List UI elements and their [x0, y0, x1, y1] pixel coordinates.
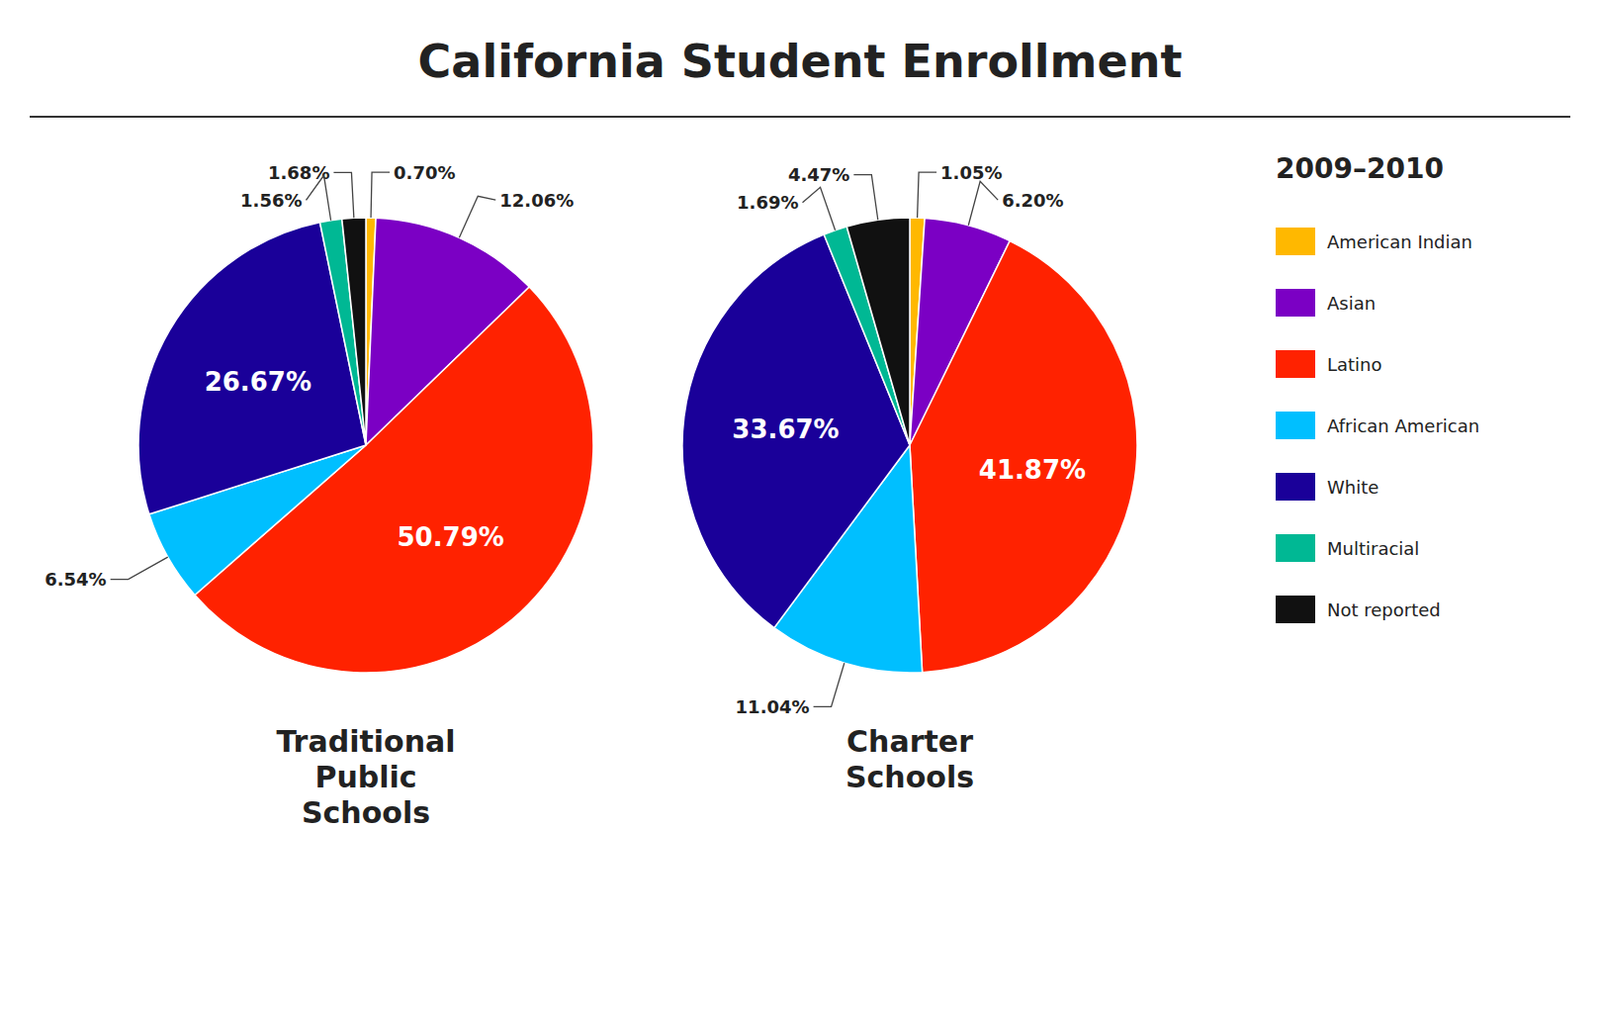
data-label: 1.05%	[940, 162, 1002, 183]
pie-label: TraditionalPublicSchools	[275, 723, 455, 830]
legend-label: White	[1327, 476, 1379, 498]
pie-slice	[909, 240, 1138, 672]
data-label: 6.20%	[1001, 189, 1064, 211]
pie-label-line: Schools	[845, 759, 975, 795]
subtitle: 2009–2010	[1275, 152, 1444, 185]
legend-label: Multiracial	[1327, 537, 1420, 559]
title: California Student Enrollment	[418, 34, 1183, 89]
chart: California Student Enrollment 50.79% 26.67…	[0, 0, 1600, 1013]
pie-slice	[342, 217, 366, 445]
pie	[682, 217, 1138, 673]
pie-label-line: Public	[314, 759, 417, 795]
leader-line	[853, 175, 878, 221]
leader-line	[968, 180, 998, 225]
leader-line	[802, 186, 836, 230]
data-label: 0.70%	[393, 162, 455, 183]
data-label: 12.06%	[499, 189, 574, 211]
legend-swatch	[1275, 595, 1316, 623]
leader-line	[813, 662, 845, 707]
pie-label-line: Schools	[301, 795, 431, 830]
legend-label: Asian	[1327, 292, 1376, 314]
legend-swatch	[1275, 533, 1316, 562]
legend-swatch	[1275, 227, 1316, 256]
legend-label: Latino	[1327, 354, 1383, 375]
legend: American Indian Asian Latino African Americ…	[1275, 227, 1480, 623]
leader-line	[110, 556, 169, 580]
data-label: 1.56%	[240, 189, 302, 211]
legend-label: African American	[1327, 415, 1480, 437]
legend-swatch	[1275, 350, 1316, 378]
leader-line	[370, 172, 390, 218]
data-label: 1.69%	[736, 191, 799, 213]
legend-label: American Indian	[1327, 231, 1473, 253]
data-label: 41.87%	[978, 454, 1086, 485]
pie	[138, 217, 594, 673]
leader-line	[917, 172, 938, 218]
data-label: 6.54%	[44, 568, 106, 590]
pie-label-line: Traditional	[275, 723, 455, 759]
pie-label-line: Charter	[846, 723, 974, 759]
leader-line	[333, 172, 354, 218]
legend-swatch	[1275, 288, 1316, 317]
pie-slice	[846, 217, 910, 445]
data-label: 33.67%	[731, 414, 839, 445]
data-label: 4.47%	[788, 164, 850, 185]
data-label: 50.79%	[397, 522, 505, 552]
legend-swatch	[1275, 411, 1316, 440]
legend-swatch	[1275, 472, 1316, 501]
pie-label: CharterSchools	[845, 723, 975, 795]
leader-line	[306, 175, 332, 220]
leader-line	[458, 195, 496, 238]
legend-label: Not reported	[1327, 599, 1441, 621]
data-label: 26.67%	[204, 366, 312, 397]
background	[0, 0, 1600, 1013]
rule	[29, 115, 1571, 118]
data-label: 11.04%	[735, 696, 810, 717]
